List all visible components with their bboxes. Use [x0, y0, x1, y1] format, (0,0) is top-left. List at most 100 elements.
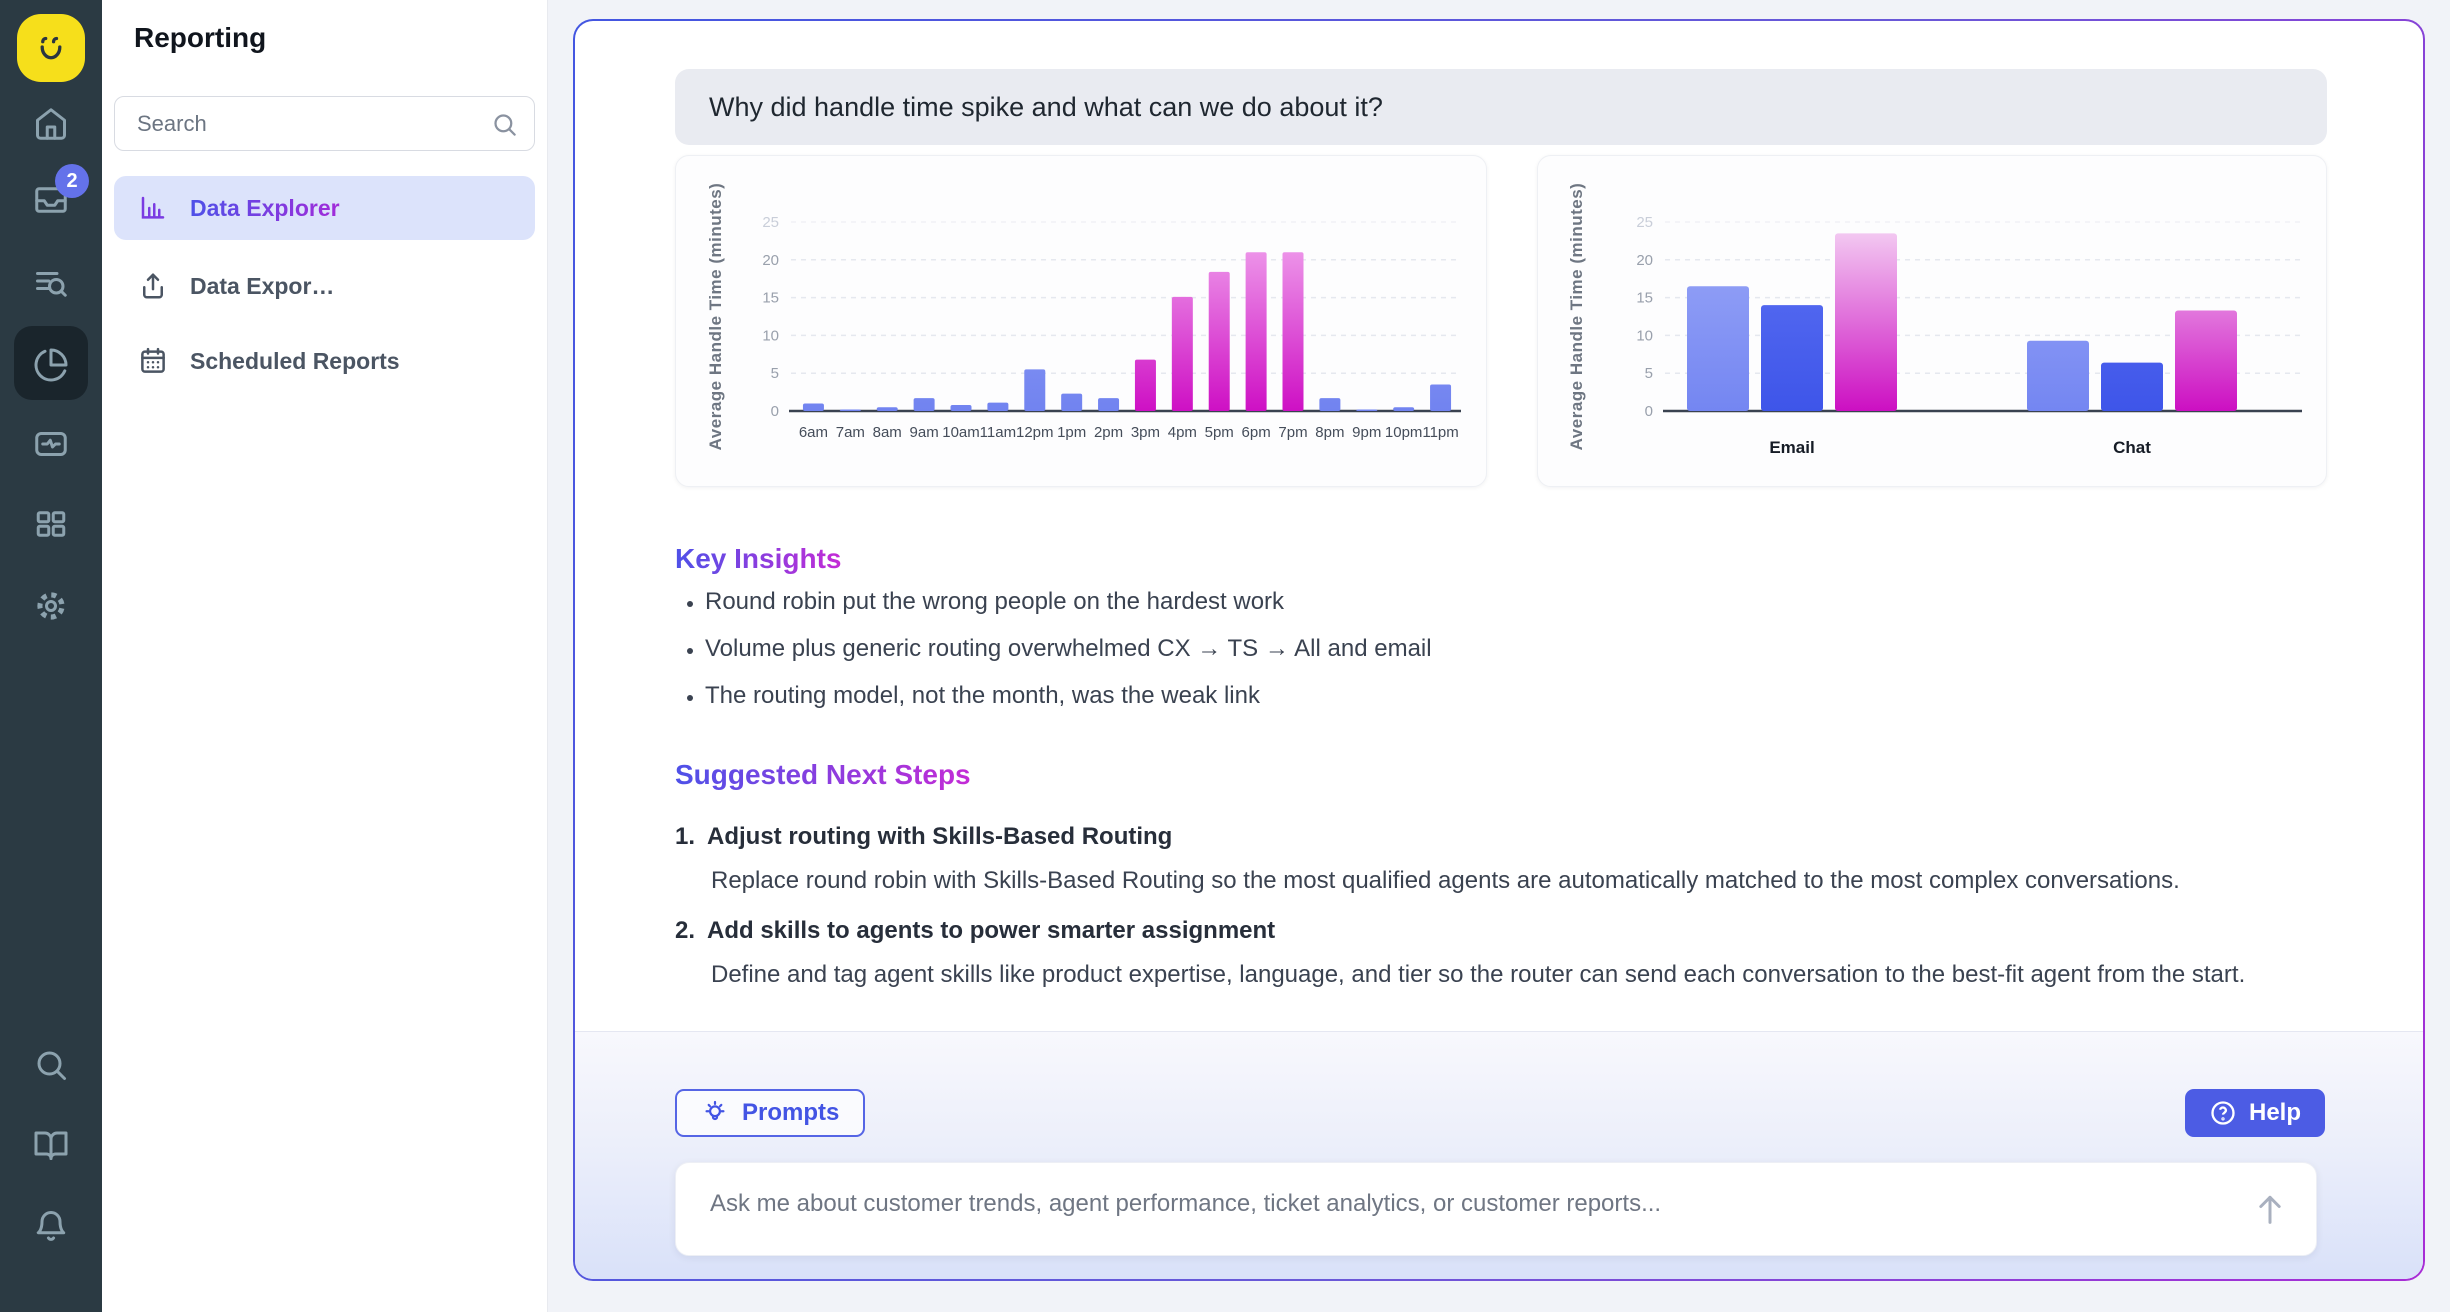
prompts-button-label: Prompts — [742, 1099, 840, 1126]
prompts-button[interactable]: Prompts — [675, 1089, 866, 1137]
next-steps-list: 1. Adjust routing with Skills-Based Rout… — [675, 821, 2250, 1009]
key-insights-list: Round robin put the wrong people on the … — [679, 587, 2265, 728]
rail-docs-button[interactable] — [27, 1121, 75, 1169]
sidebar-item-data-export[interactable]: Data Expor… — [114, 258, 535, 314]
lightbulb-icon — [705, 1100, 725, 1121]
search-icon — [37, 1051, 66, 1080]
next-step-number: 2. — [675, 917, 696, 944]
svg-text:3pm: 3pm — [1131, 424, 1160, 441]
aht-by-channel-chart-card: Average Handle Time (minutes) 0 5 10 15 20 25 E… — [1537, 155, 2327, 487]
search-input[interactable] — [115, 97, 534, 150]
aht-by-hour-chart: Average Handle Time (minutes) 0 5 10 15 20 25 6… — [706, 183, 1461, 451]
app-rail: 2 — [0, 0, 102, 1312]
inbox-unread-badge: 2 — [55, 164, 89, 198]
help-button[interactable]: Help — [2184, 1089, 2325, 1137]
svg-text:0: 0 — [1645, 403, 1653, 420]
ask-input[interactable] — [676, 1163, 2316, 1255]
reporting-sidebar: Reporting Data Explorer Data Expor… Sche… — [102, 0, 548, 1312]
sidebar-item-label: Data Explorer — [190, 194, 340, 221]
svg-text:Average Handle Time (minutes): Average Handle Time (minutes) — [1567, 183, 1586, 451]
help-circle-icon — [2211, 1101, 2235, 1125]
svg-text:20: 20 — [762, 252, 779, 269]
rail-inbox-button[interactable]: 2 — [27, 164, 89, 224]
rail-apps-button[interactable] — [27, 500, 75, 548]
sidebar-item-data-explorer[interactable]: Data Explorer — [114, 176, 535, 240]
next-step-description: Replace round robin with Skills-Based Ro… — [711, 867, 2180, 894]
composer-footer: Prompts Help — [575, 1031, 2423, 1279]
key-insight-item: Round robin put the wrong people on the … — [705, 587, 2265, 617]
rail-search-button[interactable] — [27, 1041, 75, 1089]
svg-text:7am: 7am — [836, 424, 865, 441]
svg-text:10pm: 10pm — [1385, 424, 1423, 441]
svg-text:0: 0 — [771, 403, 779, 420]
rail-home-button[interactable] — [27, 100, 75, 148]
rail-notifications-button[interactable] — [27, 1202, 75, 1250]
svg-text:15: 15 — [1636, 290, 1653, 307]
next-step-number: 1. — [675, 823, 696, 850]
bell-icon — [36, 1211, 66, 1241]
rail-activity-button[interactable] — [27, 420, 75, 468]
arrow-up-icon — [2259, 1195, 2281, 1224]
aht-by-channel-chart: Average Handle Time (minutes) 0 5 10 15 20 25 E… — [1567, 183, 2302, 457]
svg-text:5: 5 — [771, 365, 779, 382]
svg-text:Email: Email — [1769, 438, 1814, 457]
ai-answer-panel-body: Why did handle time spike and what can w… — [575, 21, 2423, 1279]
svg-text:25: 25 — [762, 214, 779, 231]
svg-text:15: 15 — [762, 290, 779, 307]
svg-text:11am: 11am — [980, 424, 1016, 441]
upload-icon — [143, 273, 163, 299]
svg-text:10: 10 — [1636, 327, 1653, 344]
svg-text:Chat: Chat — [2113, 438, 2151, 457]
svg-text:11pm: 11pm — [1422, 424, 1458, 441]
next-step-item: 1. Adjust routing with Skills-Based Rout… — [675, 821, 2250, 901]
svg-text:9am: 9am — [910, 424, 939, 441]
brand-smiley-logo[interactable] — [17, 14, 85, 82]
svg-text:10am: 10am — [942, 424, 980, 441]
user-question-bubble: Why did handle time spike and what can w… — [675, 69, 2327, 145]
svg-text:1pm: 1pm — [1057, 424, 1086, 441]
smiley-icon — [40, 36, 62, 60]
next-step-title: 1. Adjust routing with Skills-Based Rout… — [675, 821, 2250, 853]
svg-text:7pm: 7pm — [1278, 424, 1307, 441]
next-step-item: 2. Add skills to agents to power smarter… — [675, 915, 2250, 995]
search-icon — [494, 114, 516, 136]
rail-reporting-button[interactable] — [27, 341, 75, 389]
help-button-label: Help — [2248, 1099, 2301, 1126]
svg-text:6pm: 6pm — [1242, 424, 1271, 441]
svg-text:8pm: 8pm — [1315, 424, 1344, 441]
key-insight-item: Volume plus generic routing overwhelmed … — [705, 634, 2265, 664]
monitor-pulse-icon — [35, 432, 67, 456]
svg-text:4pm: 4pm — [1168, 424, 1197, 441]
grid-icon — [36, 511, 66, 537]
aht-by-hour-chart-card: Average Handle Time (minutes) 0 5 10 15 20 25 6… — [675, 155, 1487, 487]
send-button[interactable] — [2250, 1189, 2290, 1229]
svg-text:5: 5 — [1645, 365, 1653, 382]
rail-list-search-button[interactable] — [27, 260, 75, 308]
svg-text:Average Handle Time (minutes): Average Handle Time (minutes) — [706, 183, 725, 451]
rail-settings-button[interactable] — [27, 582, 75, 630]
ai-answer-panel: Why did handle time spike and what can w… — [573, 19, 2425, 1281]
svg-text:25: 25 — [1636, 214, 1653, 231]
home-icon — [36, 108, 66, 140]
page-title: Reporting — [134, 22, 267, 53]
svg-text:6am: 6am — [799, 424, 828, 441]
bar-chart-icon — [141, 196, 165, 219]
sidebar-item-scheduled-reports[interactable]: Scheduled Reports — [114, 333, 535, 389]
user-question-text: Why did handle time spike and what can w… — [709, 91, 1383, 122]
next-step-title: 2. Add skills to agents to power smarter… — [675, 915, 2250, 947]
sidebar-item-label: Data Expor… — [190, 272, 335, 299]
svg-text:12pm: 12pm — [1016, 424, 1054, 441]
pie-chart-icon — [34, 348, 68, 382]
svg-text:9pm: 9pm — [1352, 424, 1381, 441]
next-step-description: Define and tag agent skills like product… — [711, 961, 2246, 988]
svg-text:20: 20 — [1636, 252, 1653, 269]
calendar-icon — [141, 347, 165, 373]
svg-text:10: 10 — [762, 327, 779, 344]
svg-text:2pm: 2pm — [1094, 424, 1123, 441]
svg-text:8am: 8am — [873, 424, 902, 441]
sidebar-item-label: Scheduled Reports — [190, 347, 400, 374]
ask-input-container — [675, 1162, 2317, 1256]
book-icon — [34, 1131, 68, 1160]
key-insights-heading: Key Insights — [675, 543, 842, 574]
gear-icon — [37, 592, 65, 620]
